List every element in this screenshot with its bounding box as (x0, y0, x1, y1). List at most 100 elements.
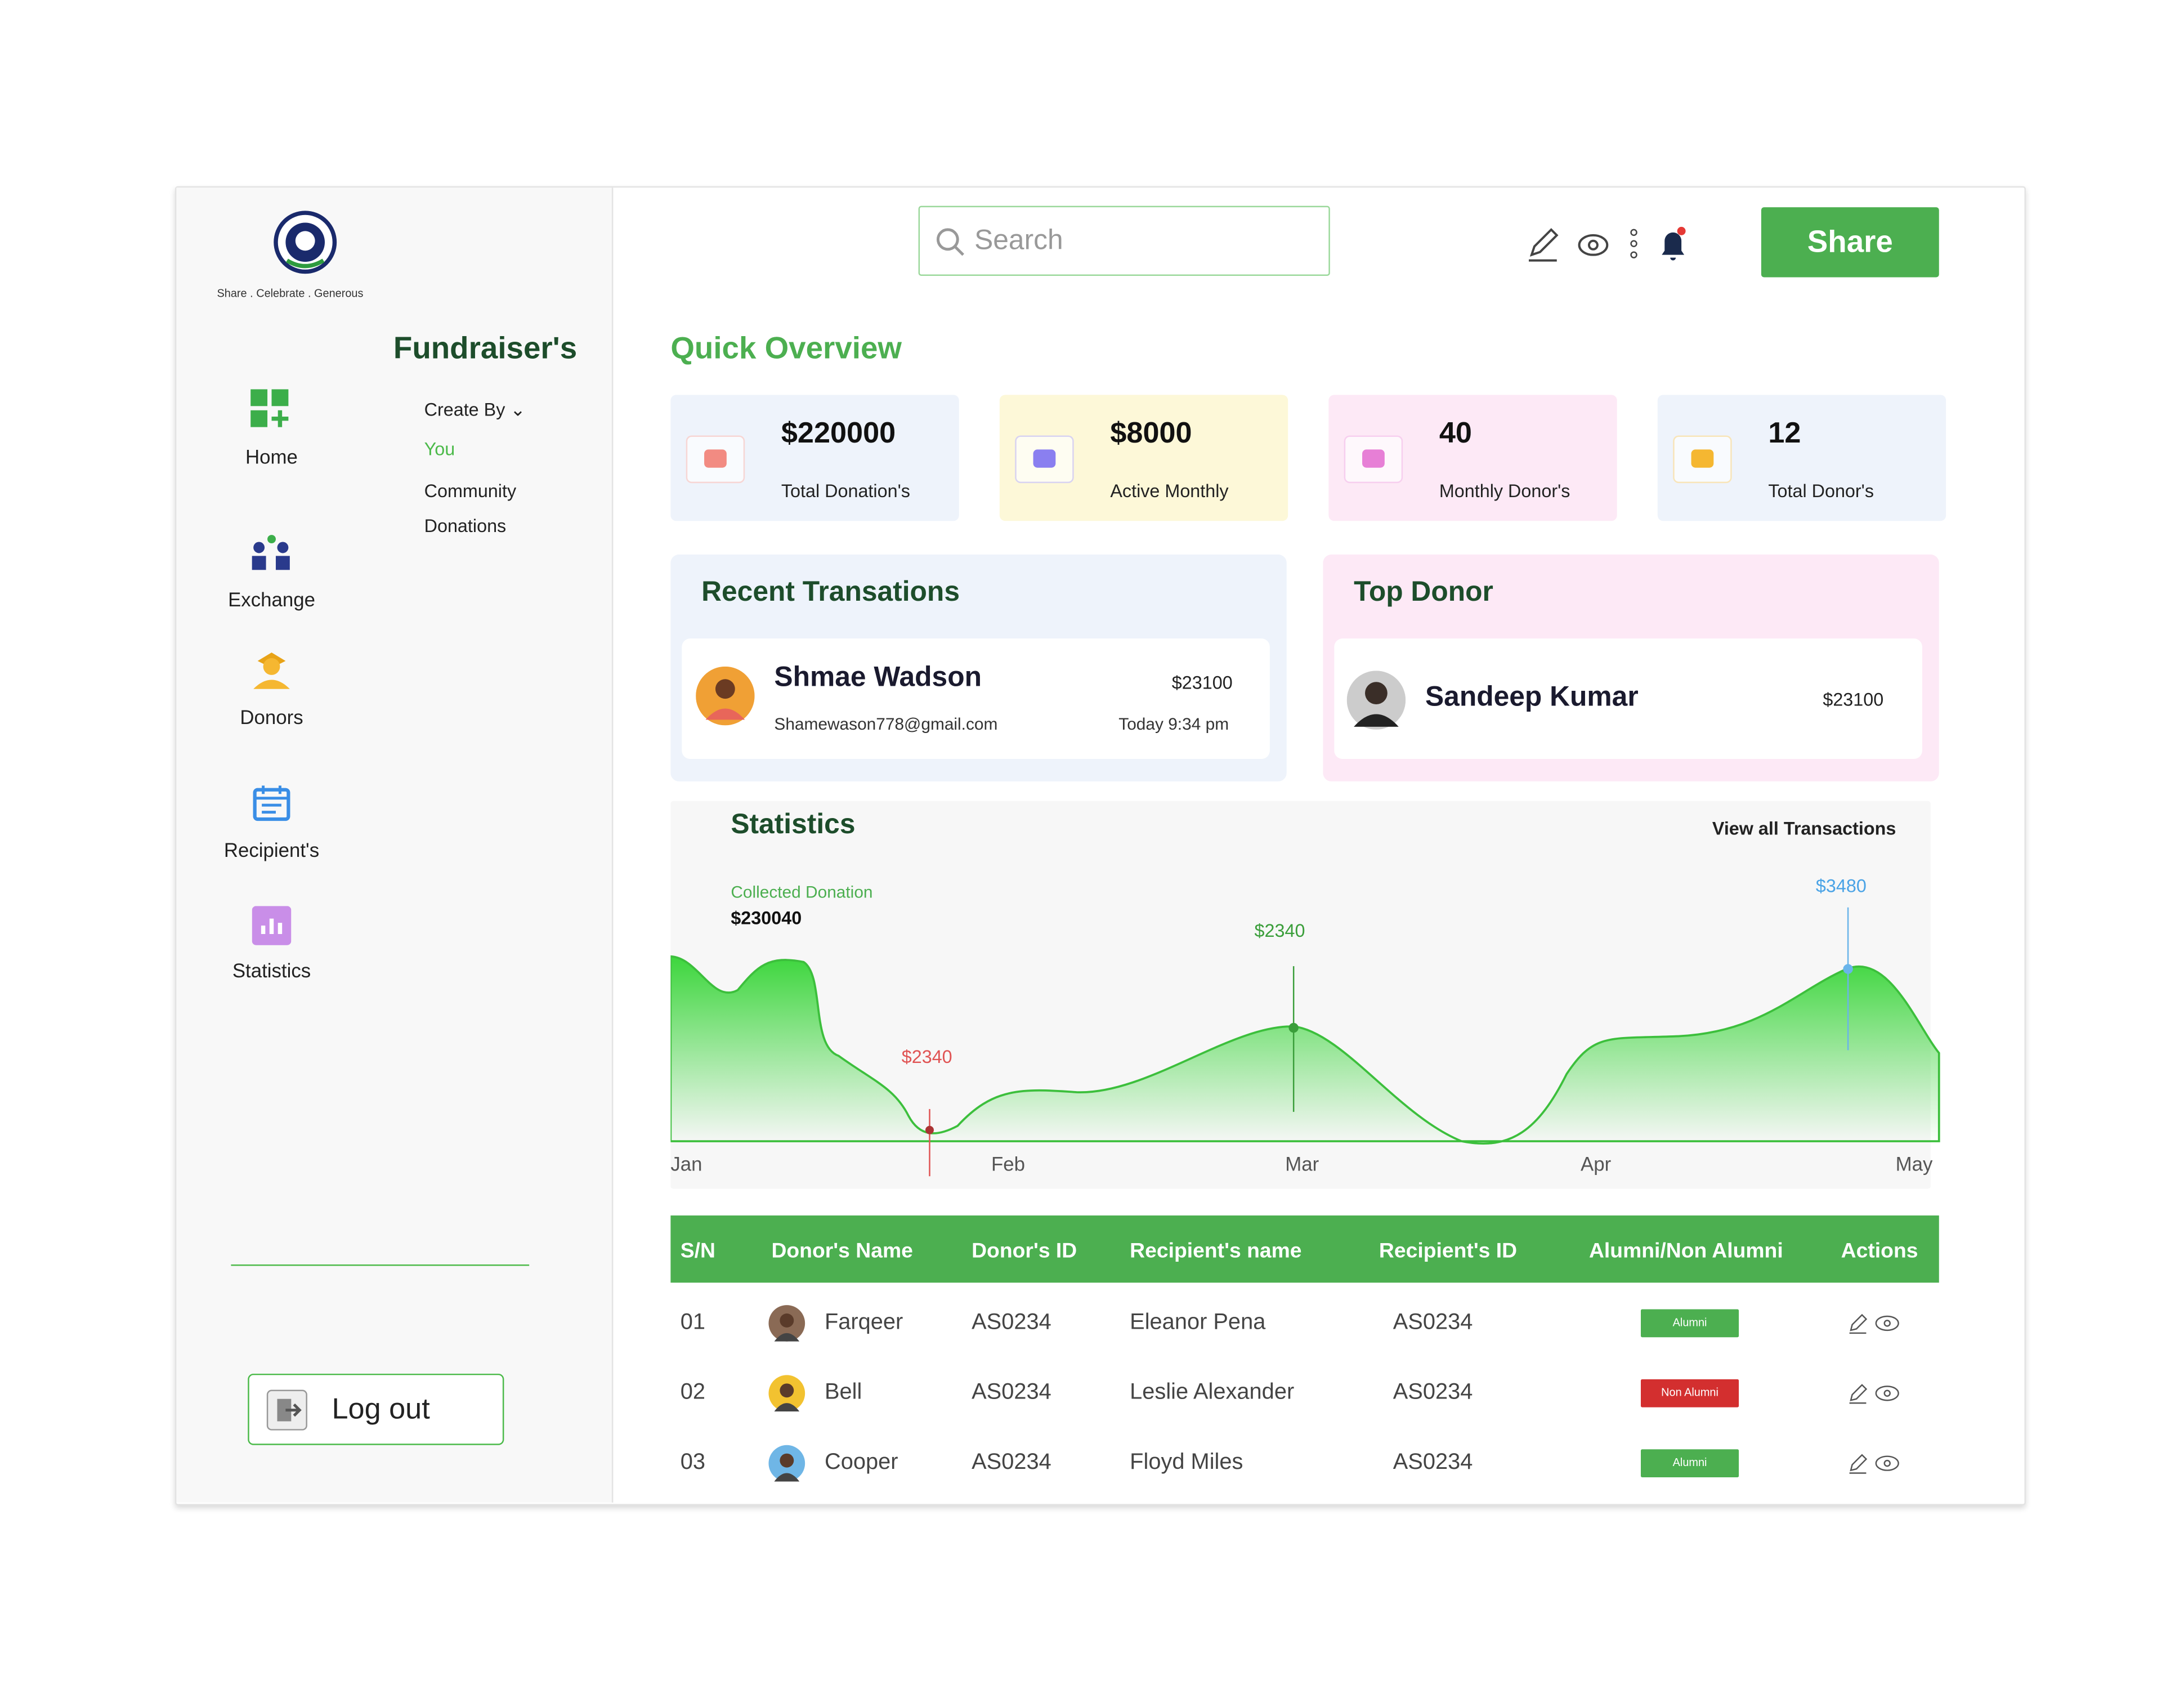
card-value: 40 (1439, 417, 1472, 450)
time: Today 9:34 pm (1118, 714, 1229, 734)
table-header (670, 1215, 1939, 1283)
filter-label[interactable]: Create By ⌄ (424, 399, 526, 421)
status-badge: Alumni (1640, 1449, 1739, 1477)
card-label: Total Donation's (781, 480, 910, 502)
column-header: Recipient's name (1130, 1239, 1302, 1263)
search-box[interactable]: Search (918, 205, 1330, 276)
column-header: S/N (680, 1239, 715, 1263)
column-header: Alumni/Non Alumni (1588, 1239, 1783, 1263)
x-axis-label: Feb (991, 1152, 1025, 1175)
table-cell: AS0234 (1393, 1380, 1473, 1405)
transaction-card[interactable] (682, 638, 1270, 759)
table-cell: AS0234 (972, 1450, 1051, 1475)
column-header: Donor's Name (771, 1239, 913, 1263)
card-icon (1015, 435, 1074, 484)
home-icon[interactable] (249, 388, 294, 433)
avatar (768, 1445, 805, 1482)
amount: $23100 (1171, 672, 1233, 694)
row-actions[interactable] (1848, 1382, 1904, 1411)
table-cell: 03 (680, 1450, 706, 1475)
table-cell: AS0234 (1393, 1450, 1473, 1475)
table-cell: AS0234 (972, 1380, 1051, 1405)
donors-icon[interactable] (250, 649, 293, 691)
marker (1288, 1022, 1299, 1033)
annotation: $3480 (1815, 875, 1867, 896)
table-cell: Cooper (824, 1450, 898, 1475)
donor-card[interactable] (1334, 638, 1922, 759)
share-button[interactable]: Share (1761, 207, 1939, 278)
status-badge: Non Alumni (1640, 1379, 1739, 1407)
table-cell: 01 (680, 1311, 706, 1335)
section-title: Quick Overview (670, 330, 902, 366)
nav-recipients[interactable]: Recipient's (223, 838, 320, 861)
x-axis-label: Jan (670, 1152, 702, 1175)
table-cell: AS0234 (972, 1311, 1051, 1335)
sidebar (176, 187, 614, 1503)
chart-label: Collected Donation (731, 882, 873, 902)
filter-label-text[interactable]: Create By (424, 399, 505, 421)
avatar-face (774, 1313, 800, 1342)
avatar-face (774, 1453, 800, 1482)
toolbar-icons[interactable] (1526, 224, 1701, 266)
divider (231, 1264, 530, 1266)
logout-text[interactable]: Log out (332, 1393, 430, 1426)
action-icons[interactable] (1848, 1312, 1904, 1335)
avatar (1346, 671, 1406, 730)
table-cell: Floyd Miles (1130, 1450, 1243, 1475)
donor-name: Shmae Wadson (774, 662, 982, 694)
row-actions[interactable] (1848, 1312, 1904, 1342)
tagline: Share . Celebrate . Generous (217, 287, 364, 300)
panel-title: Top Donor (1354, 577, 1493, 608)
x-axis-label: May (1895, 1152, 1933, 1175)
statistics-chart (670, 907, 1940, 1177)
card-value: $8000 (1110, 417, 1192, 450)
logout-icon (266, 1389, 307, 1431)
nav-home[interactable]: Home (245, 445, 298, 468)
logo (274, 211, 337, 274)
action-icons[interactable] (1848, 1382, 1904, 1405)
amount: $23100 (1823, 689, 1884, 711)
x-axis-label: Apr (1581, 1152, 1612, 1175)
card-icon (1673, 435, 1732, 484)
icon-glyph (1033, 449, 1056, 468)
card-icon (686, 435, 745, 484)
panel-title: Statistics (731, 809, 856, 841)
card-value: 12 (1768, 417, 1801, 450)
status-badge: Alumni (1640, 1309, 1739, 1338)
nav-donors[interactable]: Donors (240, 705, 303, 729)
column-header: Recipient's ID (1379, 1239, 1518, 1263)
donor-name: Sandeep Kumar (1425, 682, 1639, 713)
table-cell: Eleanor Pena (1130, 1311, 1266, 1335)
view-all-link[interactable]: View all Transactions (1712, 817, 1896, 839)
filter-option[interactable]: Community Donations (424, 480, 517, 537)
table-cell: Leslie Alexander (1130, 1380, 1295, 1405)
table-cell: Bell (824, 1380, 862, 1405)
exchange-icon[interactable] (249, 534, 294, 576)
statistics-icon[interactable] (252, 906, 292, 945)
nav-exchange[interactable]: Exchange (228, 588, 315, 611)
avatar (768, 1375, 805, 1412)
sidebar-title: Fundraiser's (393, 330, 578, 366)
card-label: Monthly Donor's (1439, 480, 1570, 502)
annotation: $2340 (901, 1045, 952, 1067)
search-placeholder[interactable]: Search (974, 225, 1063, 257)
row-actions[interactable] (1848, 1452, 1904, 1481)
column-header: Donor's ID (972, 1239, 1077, 1263)
card-label: Total Donor's (1768, 480, 1874, 502)
column-header: Actions (1841, 1239, 1918, 1263)
recipients-icon[interactable] (252, 783, 292, 822)
marker (1843, 964, 1853, 974)
icon-glyph (704, 449, 727, 468)
card-label: Active Monthly (1110, 480, 1229, 502)
search-icon (936, 228, 964, 256)
logout-button[interactable]: Log out (248, 1373, 504, 1445)
nav-statistics[interactable]: Statistics (232, 959, 311, 982)
action-icons[interactable] (1848, 1452, 1904, 1474)
avatar (696, 666, 755, 726)
icon-glyph (1691, 449, 1714, 468)
annotation: $2340 (1254, 920, 1305, 941)
filter-option[interactable]: You (424, 438, 455, 459)
donor-email: Shamewason778@gmail.com (774, 714, 998, 734)
x-axis-label: Mar (1285, 1152, 1319, 1175)
